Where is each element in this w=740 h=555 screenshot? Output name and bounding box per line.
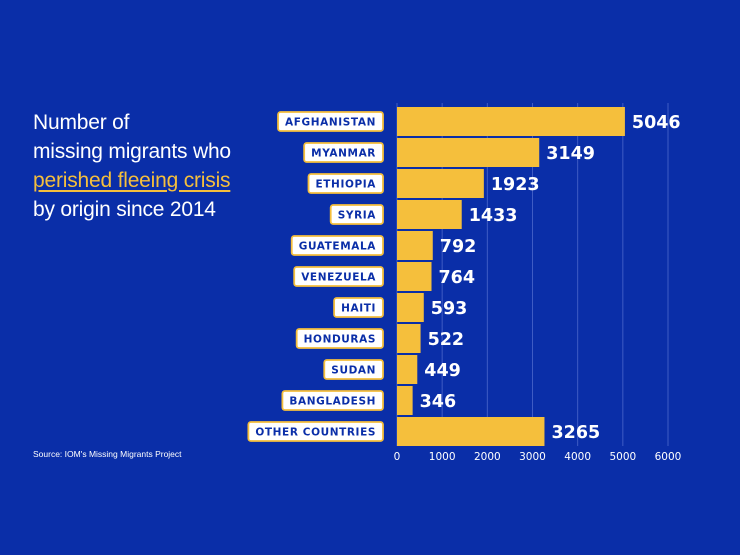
x-tick-label: 3000 [519, 451, 546, 463]
bar-venezuela [397, 262, 432, 291]
value-label: 449 [424, 361, 461, 381]
category-pill [333, 297, 384, 318]
bar-other-countries [397, 417, 545, 446]
chart-title: Number of missing migrants who perished … [33, 108, 263, 224]
x-tick-label: 4000 [564, 451, 591, 463]
bar-syria [397, 200, 462, 229]
category-pill [303, 142, 384, 163]
category-pill [329, 204, 384, 225]
x-tick-label: 0 [394, 451, 401, 463]
x-tick-label: 5000 [609, 451, 636, 463]
value-labels: 5046 3149 1923 1433 792 764 593 522 449 346 3265 [420, 113, 681, 443]
source-note: Source: IOM's Missing Migrants Project [33, 449, 182, 459]
category-labels: AFGHANISTAN MYANMAR ETHIOPIA SYRIA GUATEMALA… [247, 111, 384, 442]
category-label: HAITI [341, 303, 376, 315]
title-line-4: by origin since 2014 [33, 198, 216, 221]
value-label: 522 [428, 330, 465, 350]
category-label: GUATEMALA [299, 241, 377, 253]
category-pill [247, 421, 384, 442]
category-pill [295, 328, 384, 349]
category-pill [281, 390, 384, 411]
category-label: VENEZUELA [301, 272, 376, 284]
bar-honduras [397, 324, 421, 353]
category-label: SUDAN [331, 365, 376, 377]
value-label: 1433 [469, 206, 518, 226]
value-label: 792 [440, 237, 477, 257]
category-pill [277, 111, 384, 132]
title-line-1: Number of [33, 111, 130, 134]
value-label: 3265 [551, 423, 600, 443]
category-label: SYRIA [338, 210, 377, 222]
x-tick-label: 1000 [429, 451, 456, 463]
category-label: MYANMAR [311, 148, 376, 160]
category-label: HONDURAS [304, 334, 376, 346]
category-pill [290, 235, 384, 256]
category-pill [307, 173, 384, 194]
category-label: OTHER COUNTRIES [255, 427, 376, 439]
category-label: AFGHANISTAN [285, 117, 376, 129]
bar-haiti [397, 293, 424, 322]
category-pill [293, 266, 384, 287]
x-axis-ticks: 0 1000 2000 3000 4000 5000 6000 [394, 451, 682, 463]
value-label: 346 [420, 392, 457, 412]
category-label: BANGLADESH [289, 396, 376, 408]
category-pill [323, 359, 384, 380]
value-label: 764 [439, 268, 476, 288]
value-label: 3149 [546, 144, 595, 164]
bar-guatemala [397, 231, 433, 260]
bar-sudan [397, 355, 418, 384]
title-line-2: missing migrants who [33, 140, 231, 163]
category-label: ETHIOPIA [316, 179, 377, 191]
value-label: 1923 [491, 175, 540, 195]
bar-bangladesh [397, 386, 413, 415]
bar-myanmar [397, 138, 540, 167]
x-tick-label: 2000 [474, 451, 501, 463]
value-label: 5046 [632, 113, 681, 133]
bars-group [397, 107, 625, 446]
title-highlight: perished fleeing crisis [33, 169, 231, 192]
bar-afghanistan [397, 107, 625, 136]
x-tick-label: 6000 [655, 451, 682, 463]
bar-ethiopia [397, 169, 484, 198]
value-label: 593 [431, 299, 468, 319]
